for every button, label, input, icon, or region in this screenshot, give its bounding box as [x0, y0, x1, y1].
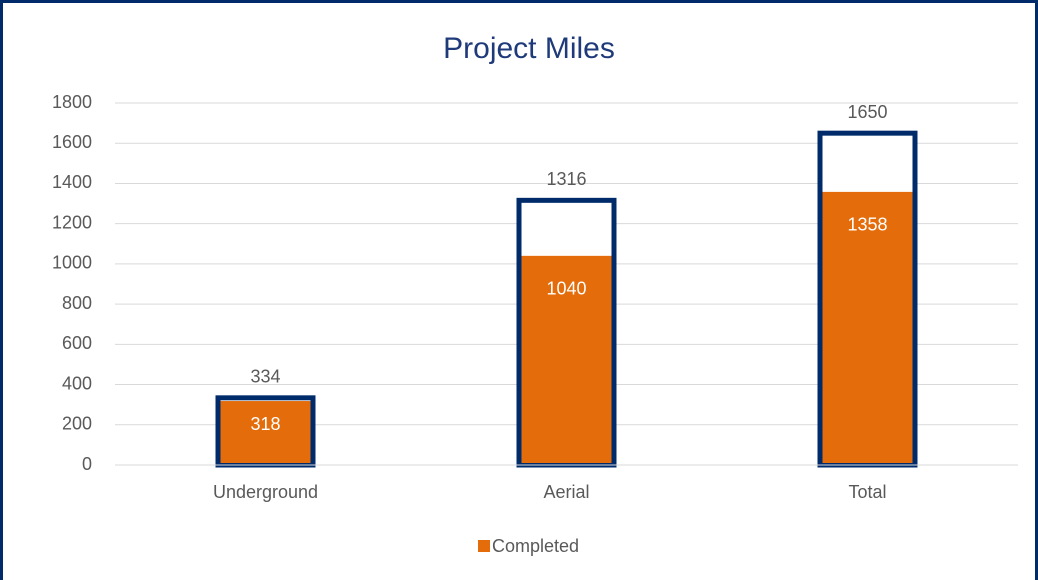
data-label: 1358	[847, 215, 887, 235]
y-tick-label: 0	[82, 454, 92, 474]
y-tick-label: 200	[62, 414, 92, 434]
legend-label: Completed	[492, 536, 579, 556]
y-tick-label: 1800	[52, 92, 92, 112]
y-tick-label: 1000	[52, 253, 92, 273]
data-label: 1650	[847, 102, 887, 122]
legend-swatch	[478, 540, 490, 552]
bar	[220, 401, 311, 463]
x-tick-label: Total	[848, 482, 886, 502]
data-label: 1316	[546, 169, 586, 189]
bar	[521, 255, 612, 463]
data-label: 318	[250, 414, 280, 434]
bar	[822, 191, 913, 463]
x-tick-label: Aerial	[543, 482, 589, 502]
data-label: 1040	[546, 279, 586, 299]
y-tick-label: 1600	[52, 132, 92, 152]
x-tick-label: Underground	[213, 482, 318, 502]
y-tick-label: 600	[62, 333, 92, 353]
data-label: 334	[250, 367, 280, 387]
y-tick-label: 1200	[52, 212, 92, 232]
y-tick-label: 400	[62, 373, 92, 393]
y-tick-label: 1400	[52, 172, 92, 192]
chart-title: Project Miles	[443, 32, 615, 65]
y-tick-label: 800	[62, 293, 92, 313]
